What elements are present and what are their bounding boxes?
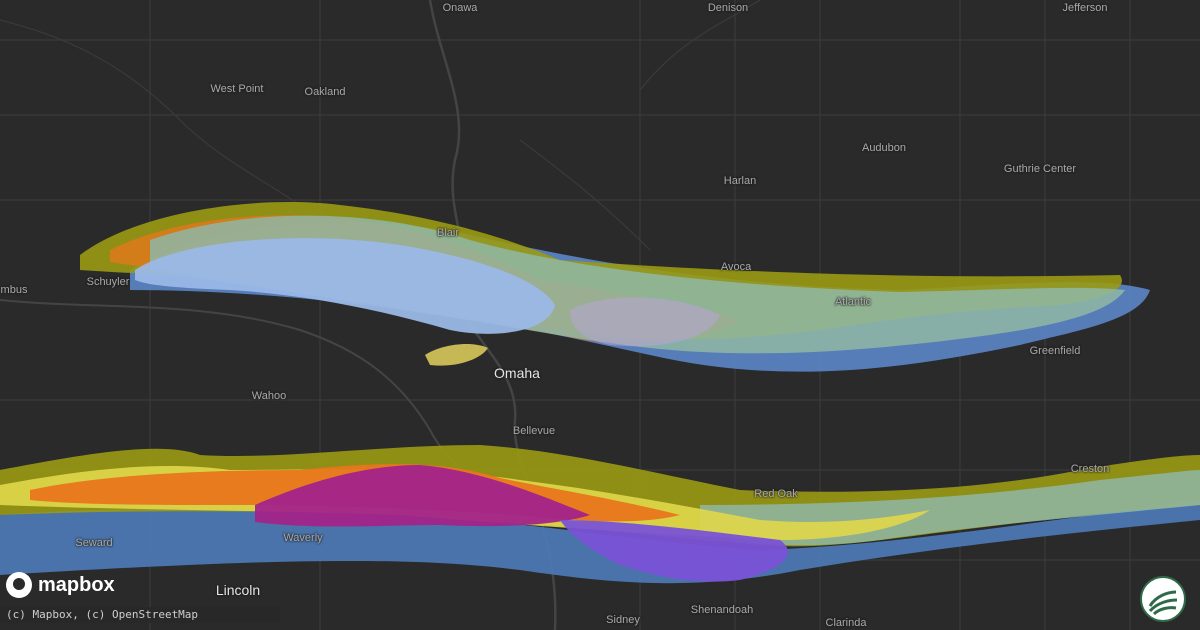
place-label-blair: Blair — [436, 227, 460, 239]
place-label-shenandoah: Shenandoah — [690, 604, 754, 616]
place-label-wahoo: Wahoo — [251, 390, 287, 402]
place-label-avoca: Avoca — [720, 261, 752, 273]
place-label-lincoln: Lincoln — [215, 582, 261, 598]
place-label-west-point: West Point — [210, 83, 264, 95]
place-label-audubon: Audubon — [861, 142, 907, 154]
place-label-greenfield: Greenfield — [1029, 345, 1081, 357]
place-label-atlantic: Atlantic — [834, 296, 872, 308]
swath-south-purple — [560, 520, 788, 582]
place-label-seward: Seward — [75, 537, 113, 549]
place-label-red-oak: Red Oak — [754, 488, 798, 500]
place-label-mbus: mbus — [0, 284, 28, 296]
place-label-waverly: Waverly — [283, 532, 323, 544]
mapbox-logo-text: mapbox — [38, 573, 115, 596]
swath-south-magenta — [255, 465, 590, 527]
place-label-schuyler: Schuyler — [86, 276, 130, 288]
app-logo-icon — [1140, 576, 1186, 622]
mapbox-logo-icon — [6, 572, 32, 598]
swath-north-light-blue — [135, 238, 555, 334]
map-attribution[interactable]: (c) Mapbox, (c) OpenStreetMap — [0, 607, 280, 623]
hail-swath-north — [80, 202, 1150, 372]
mapbox-logo[interactable]: mapbox — [6, 572, 115, 598]
place-label-harlan: Harlan — [723, 175, 757, 187]
place-label-guthrie-center: Guthrie Center — [1003, 163, 1077, 175]
place-label-sidney: Sidney — [606, 614, 640, 626]
place-label-bellevue: Bellevue — [512, 425, 556, 437]
swath-north-lavender — [570, 297, 720, 347]
place-label-clarinda: Clarinda — [825, 617, 867, 629]
place-label-jefferson: Jefferson — [1062, 2, 1108, 14]
hail-swath-south — [0, 445, 1200, 584]
swath-north-yellow-spot — [425, 344, 488, 366]
place-label-denison: Denison — [707, 2, 749, 14]
place-label-onawa: Onawa — [442, 2, 478, 14]
place-label-creston: Creston — [1070, 463, 1110, 475]
place-label-omaha: Omaha — [494, 365, 540, 381]
place-label-oakland: Oakland — [304, 86, 346, 98]
